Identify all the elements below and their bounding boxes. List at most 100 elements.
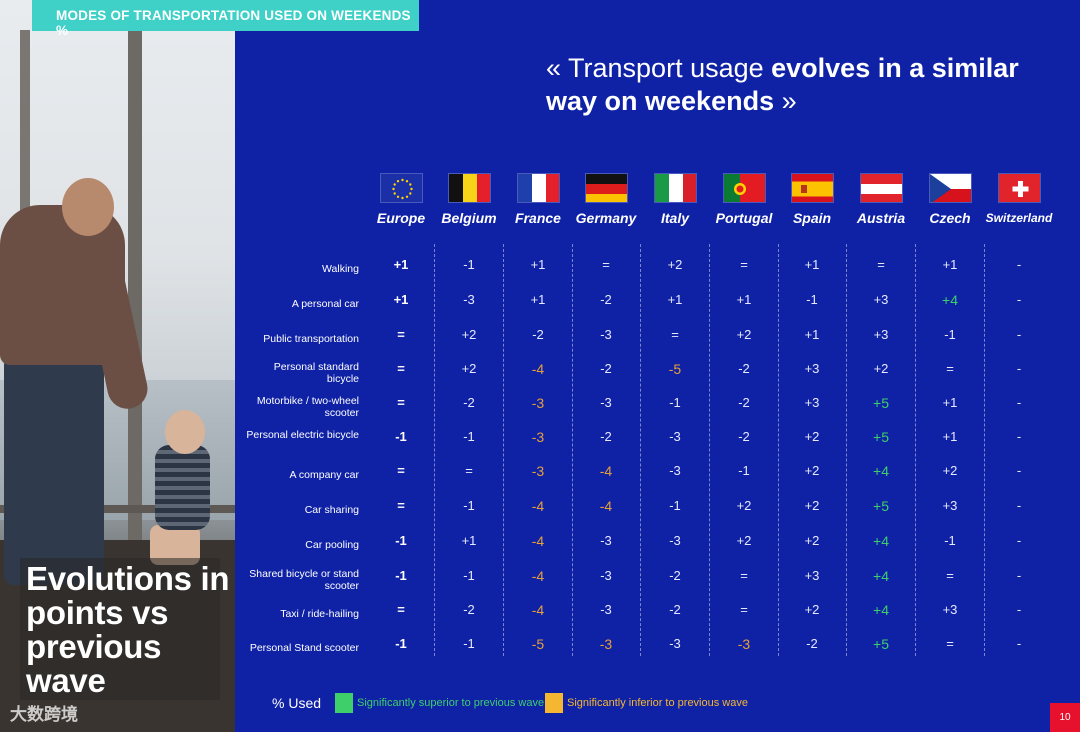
child-figure xyxy=(155,445,210,530)
eu-flag-icon xyxy=(380,173,423,203)
table-cell: -3 xyxy=(669,636,681,651)
table-cell: +4 xyxy=(942,292,958,308)
legend-label: % Used xyxy=(272,695,322,711)
column-divider xyxy=(709,244,710,656)
row-label: Car sharing xyxy=(304,504,359,516)
france-flag-icon xyxy=(517,173,560,203)
table-cell: +1 xyxy=(530,292,546,307)
country-header: Switzerland xyxy=(985,211,1053,225)
table-cell: -4 xyxy=(531,533,545,549)
table-cell: +2 xyxy=(804,602,820,617)
watermark: 大数跨境 xyxy=(10,705,78,725)
child-figure xyxy=(165,410,205,454)
table-cell: -1 xyxy=(395,636,407,651)
table-cell: - xyxy=(1016,636,1022,651)
table-cell: = xyxy=(397,602,405,617)
column-divider xyxy=(434,244,435,656)
table-cell: -2 xyxy=(532,327,544,342)
country-header: France xyxy=(515,210,561,226)
legend-inferior-swatch xyxy=(545,693,563,713)
table-cell: -4 xyxy=(599,463,613,479)
table-cell: +2 xyxy=(804,463,820,478)
table-cell: -2 xyxy=(738,395,750,410)
quote: « Transport usage evolves in a similar w… xyxy=(546,52,1046,118)
row-label: A personal car xyxy=(291,298,359,310)
row-label: A company car xyxy=(289,469,359,481)
table-cell: -4 xyxy=(531,602,545,618)
table-cell: - xyxy=(1016,292,1022,307)
row-label: Taxi / ride-hailing xyxy=(280,608,359,620)
table-cell: -1 xyxy=(463,636,475,651)
table-cell: = xyxy=(397,395,405,410)
table-cell: -4 xyxy=(531,361,545,377)
table-cell: -1 xyxy=(463,498,475,513)
table-cell: = xyxy=(397,361,405,376)
table-cell: -2 xyxy=(669,602,681,617)
table-cell: +3 xyxy=(942,498,958,513)
table-cell: - xyxy=(1016,429,1022,444)
table-cell: +1 xyxy=(736,292,752,307)
germany-flag-icon xyxy=(585,173,628,203)
row-label: Shared bicycle or stand scooter xyxy=(249,568,359,592)
quote-end: » xyxy=(774,86,797,116)
table-cell: -3 xyxy=(531,395,545,411)
column-divider xyxy=(778,244,779,656)
table-cell: +5 xyxy=(873,395,889,411)
country-header: Italy xyxy=(660,210,689,226)
table-cell: = xyxy=(946,361,954,376)
portugal-flag-icon xyxy=(723,173,766,203)
table-cell: = xyxy=(877,257,885,272)
row-label: Personal electric bicycle xyxy=(246,429,359,441)
table-cell: +1 xyxy=(942,257,958,272)
table-cell: +1 xyxy=(393,257,409,272)
table-cell: +1 xyxy=(393,292,409,307)
table-cell: = xyxy=(740,602,748,617)
table-cell: -1 xyxy=(395,429,407,444)
table-cell: -2 xyxy=(669,568,681,583)
table-cell: -1 xyxy=(463,257,475,272)
adult-figure xyxy=(4,355,104,585)
switzerland-flag-icon xyxy=(998,173,1041,203)
table-cell: - xyxy=(1016,395,1022,410)
table-cell: -2 xyxy=(600,361,612,376)
table-cell: -1 xyxy=(738,463,750,478)
table-cell: -1 xyxy=(669,498,681,513)
hero-photo xyxy=(0,0,235,732)
table-cell: - xyxy=(1016,463,1022,478)
legend-superior-text: Significantly superior to previous wave xyxy=(357,697,545,709)
table-cell: - xyxy=(1016,498,1022,513)
section-tag: MODES OF TRANSPORTATION USED ON WEEKENDS… xyxy=(32,0,419,38)
adult-figure xyxy=(62,178,114,236)
quote-bold: evolves in a similar way on weekends xyxy=(546,53,1019,116)
row-label: Personal Stand scooter xyxy=(249,642,359,654)
table-cell: - xyxy=(1016,327,1022,342)
italy-flag-icon xyxy=(654,173,697,203)
row-label: Personal standard bicycle xyxy=(273,361,359,385)
table-cell: -3 xyxy=(600,602,612,617)
table-cell: -4 xyxy=(531,498,545,514)
table-cell: +3 xyxy=(942,602,958,617)
column-divider xyxy=(572,244,573,656)
table-cell: +1 xyxy=(530,257,546,272)
table-cell: -1 xyxy=(395,533,407,548)
table-cell: +4 xyxy=(873,463,889,479)
table-cell: +2 xyxy=(804,498,820,513)
table-cell: = xyxy=(671,327,679,342)
headline-backdrop xyxy=(20,558,220,700)
railing xyxy=(0,505,235,513)
table-cell: -5 xyxy=(531,636,545,652)
table-cell: -2 xyxy=(806,636,818,651)
table-cell: -1 xyxy=(806,292,818,307)
table-cell: -1 xyxy=(463,429,475,444)
country-header: Belgium xyxy=(441,210,497,226)
table-cell: - xyxy=(1016,602,1022,617)
spain-flag-icon xyxy=(791,173,834,203)
table-cell: -1 xyxy=(463,568,475,583)
column-divider xyxy=(503,244,504,656)
country-header: Spain xyxy=(792,210,832,226)
headline: Evolutions in points vs previous wave xyxy=(26,560,230,699)
table-cell: +3 xyxy=(804,361,820,376)
table-cell: -5 xyxy=(668,361,682,377)
table-cell: - xyxy=(1016,361,1022,376)
row-label: Walking xyxy=(322,263,359,275)
